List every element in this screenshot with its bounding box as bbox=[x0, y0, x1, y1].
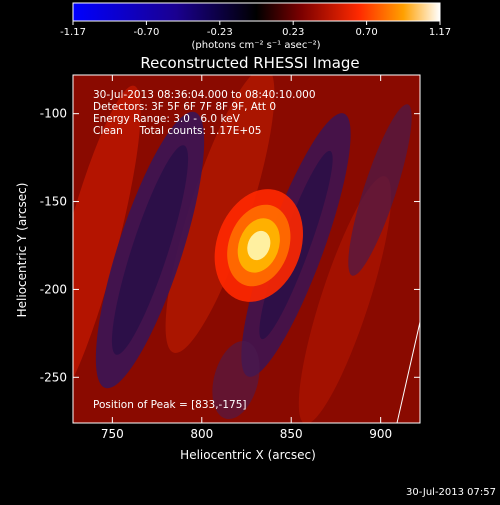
colorbar-tick-label: -1.17 bbox=[60, 27, 86, 38]
footer-timestamp: 30-Jul-2013 07:57 bbox=[406, 487, 496, 498]
axes: 750 800 850 900 -100 -150 -200 -250 bbox=[40, 75, 420, 441]
colorbar-tick-label: 0.70 bbox=[355, 27, 377, 38]
heatmap-region bbox=[165, 75, 275, 353]
x-tick-label: 750 bbox=[101, 427, 124, 441]
annotation-block: 30-Jul-2013 08:36:04.000 to 08:40:10.000… bbox=[93, 89, 316, 137]
colorbar-ticks: -1.17 -0.70 -0.23 0.23 0.70 1.17 bbox=[60, 21, 451, 38]
y-tick-label: -150 bbox=[40, 195, 67, 209]
heatmap-region bbox=[73, 85, 141, 415]
heatmap-region bbox=[212, 340, 260, 420]
annotation-energy-range: Energy Range: 3.0 - 6.0 keV bbox=[93, 113, 241, 125]
y-tick-label: -100 bbox=[40, 107, 67, 121]
peak-source bbox=[247, 230, 271, 261]
colorbar-tick-label: 0.23 bbox=[282, 27, 304, 38]
colorbar-tick-label: -0.70 bbox=[133, 27, 159, 38]
colorbar bbox=[72, 2, 441, 22]
annotation-time-range: 30-Jul-2013 08:36:04.000 to 08:40:10.000 bbox=[93, 89, 316, 101]
y-tick-label: -200 bbox=[40, 282, 67, 296]
x-tick-label: 800 bbox=[190, 427, 213, 441]
y-tick-label: -250 bbox=[40, 370, 67, 384]
annotation-detectors: Detectors: 3F 5F 6F 7F 8F 9F, Att 0 bbox=[93, 101, 276, 113]
x-tick-label: 850 bbox=[280, 427, 303, 441]
colorbar-tick-label: 1.17 bbox=[429, 27, 451, 38]
peak-position-label: Position of Peak = [833,-175] bbox=[93, 399, 247, 411]
y-axis-label: Heliocentric Y (arcsec) bbox=[15, 183, 29, 318]
plot-image bbox=[73, 75, 420, 423]
colorbar-units-label: (photons cm⁻² s⁻¹ asec⁻²) bbox=[191, 40, 320, 51]
colorbar-tick-label: -0.23 bbox=[207, 27, 233, 38]
heatmap-region bbox=[348, 104, 412, 276]
solar-limb-line bbox=[396, 321, 420, 423]
plot-frame bbox=[72, 74, 421, 424]
annotation-clean-counts: Clean Total counts: 1.17E+05 bbox=[93, 125, 262, 137]
heatmap-region bbox=[111, 145, 189, 355]
x-tick-label: 900 bbox=[369, 427, 392, 441]
x-axis-label: Heliocentric X (arcsec) bbox=[180, 448, 316, 462]
chart-title: Reconstructed RHESSI Image bbox=[140, 54, 359, 72]
